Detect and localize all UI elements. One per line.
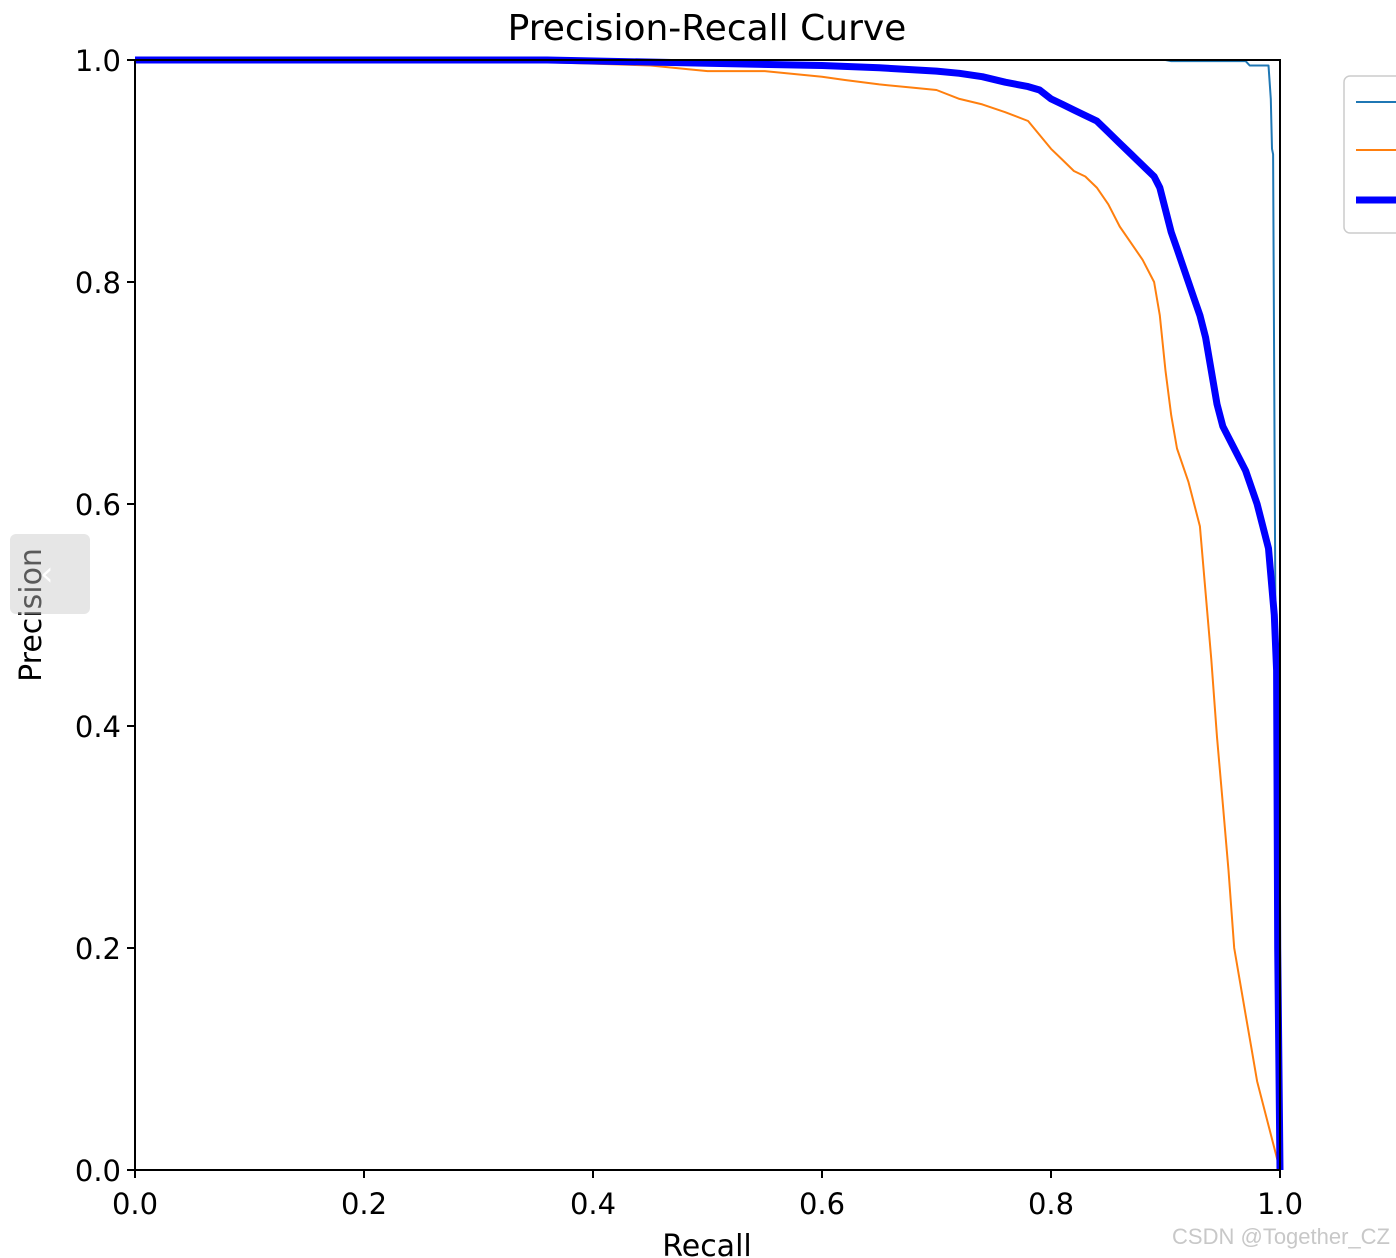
side-nav-tab[interactable]: ‹: [10, 534, 90, 614]
x-tick-label: 0.0: [112, 1187, 158, 1221]
y-tick-label: 0.8: [75, 266, 121, 300]
legend: [1343, 75, 1396, 234]
chevron-left-icon: ‹: [40, 554, 54, 594]
y-tick-label: 1.0: [75, 44, 121, 78]
y-tick-label: 0.0: [75, 1154, 121, 1188]
x-tick-label: 0.2: [341, 1187, 387, 1221]
x-tick-label: 0.4: [570, 1187, 616, 1221]
plot-frame: [134, 59, 1281, 1171]
y-axis-label: Precision: [14, 548, 49, 682]
chart-title: Precision-Recall Curve: [508, 8, 907, 49]
series-line-0: [135, 59, 1281, 1171]
watermark: CSDN @Together_CZ: [1172, 1224, 1390, 1249]
legend-box: [1343, 75, 1396, 234]
x-tick-label: 0.8: [1028, 1187, 1074, 1221]
x-tick-label: 1.0: [1257, 1187, 1303, 1221]
y-tick-label: 0.4: [75, 710, 121, 744]
y-tick-label: 0.2: [75, 932, 121, 966]
x-tick-label: 0.6: [799, 1187, 845, 1221]
y-tick-label: 0.6: [75, 488, 121, 522]
x-axis-label: Recall: [662, 1229, 752, 1258]
series-line-2: [135, 56, 1284, 1171]
series-line-1: [135, 59, 1281, 1171]
